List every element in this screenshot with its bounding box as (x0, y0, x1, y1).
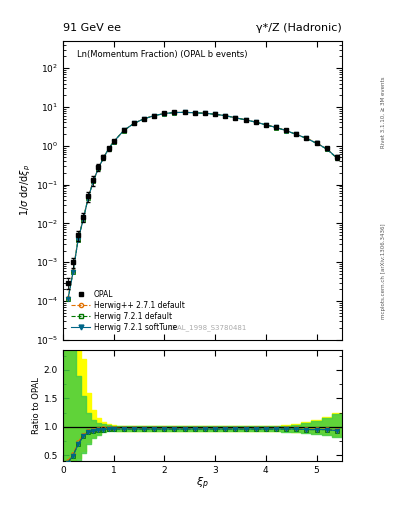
Text: mcplots.cern.ch [arXiv:1306.3436]: mcplots.cern.ch [arXiv:1306.3436] (381, 224, 386, 319)
Text: Rivet 3.1.10, ≥ 3M events: Rivet 3.1.10, ≥ 3M events (381, 77, 386, 148)
Text: OPAL_1998_S3780481: OPAL_1998_S3780481 (169, 324, 247, 331)
Legend: OPAL, Herwig++ 2.7.1 default, Herwig 7.2.1 default, Herwig 7.2.1 softTune: OPAL, Herwig++ 2.7.1 default, Herwig 7.2… (70, 288, 186, 333)
Text: γ*/Z (Hadronic): γ*/Z (Hadronic) (256, 23, 342, 33)
Text: 91 GeV ee: 91 GeV ee (63, 23, 121, 33)
Y-axis label: 1/$\sigma$ d$\sigma$/d$\xi_p$: 1/$\sigma$ d$\sigma$/d$\xi_p$ (18, 164, 33, 217)
Y-axis label: Ratio to OPAL: Ratio to OPAL (32, 377, 41, 434)
Text: Ln(Momentum Fraction) (OPAL b events): Ln(Momentum Fraction) (OPAL b events) (77, 50, 247, 59)
X-axis label: $\xi_p$: $\xi_p$ (196, 476, 209, 493)
